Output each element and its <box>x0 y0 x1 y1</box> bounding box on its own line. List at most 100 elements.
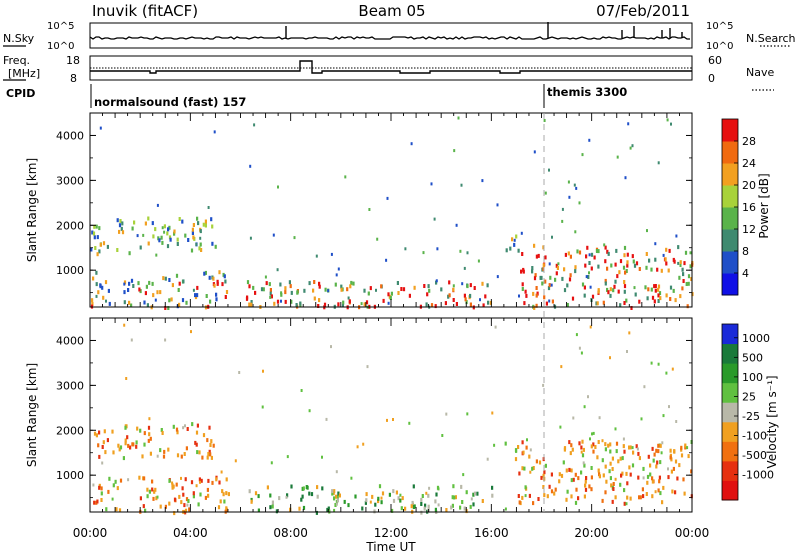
data-cell <box>580 470 583 475</box>
data-cell <box>211 241 214 246</box>
data-cell <box>689 251 692 255</box>
data-cell <box>604 464 607 469</box>
data-cell <box>626 260 629 265</box>
data-cell <box>261 405 264 409</box>
data-cell <box>658 479 661 484</box>
data-cell <box>588 271 590 275</box>
data-cell <box>388 492 391 497</box>
data-cell <box>612 288 615 293</box>
data-cell <box>626 495 629 500</box>
data-cell <box>602 300 605 305</box>
data-cell <box>580 450 583 454</box>
data-cell <box>93 224 96 229</box>
data-cell <box>555 263 558 268</box>
data-cell <box>196 285 199 290</box>
data-cell <box>410 142 413 146</box>
data-cell <box>472 492 475 497</box>
data-cell <box>183 452 186 456</box>
data-cell <box>111 429 114 434</box>
data-cell <box>127 478 130 482</box>
colorbar-segment <box>722 363 738 384</box>
data-cell <box>197 221 200 226</box>
data-cell <box>524 289 527 294</box>
data-cell <box>354 494 357 499</box>
freq-right-tick-bottom: 0 <box>708 72 715 85</box>
frequency-trace <box>90 60 692 74</box>
data-cell <box>561 219 564 223</box>
data-cell <box>680 453 684 458</box>
data-cell <box>561 276 564 281</box>
data-cell <box>423 284 426 288</box>
data-cell <box>131 226 134 231</box>
data-cell <box>400 287 403 291</box>
data-cell <box>176 453 180 458</box>
data-cell <box>653 284 656 289</box>
data-cell <box>321 486 324 491</box>
data-cell <box>327 506 330 511</box>
data-cell <box>544 463 547 468</box>
data-cell <box>554 277 557 282</box>
data-cell <box>629 496 632 501</box>
data-cell <box>146 494 149 499</box>
data-cell <box>560 365 563 369</box>
data-cell <box>558 472 561 477</box>
data-cell <box>190 248 194 253</box>
colorbar-tick-label: 1000 <box>742 332 770 345</box>
data-cell <box>260 287 264 292</box>
data-cell <box>521 440 524 445</box>
data-cell <box>491 411 494 415</box>
data-cell <box>290 299 293 304</box>
data-cell <box>469 283 472 288</box>
colorbar-tick-label: 24 <box>742 157 756 170</box>
data-cell <box>660 268 663 273</box>
data-cell <box>173 229 176 234</box>
data-cell <box>606 266 609 271</box>
data-cell <box>606 287 609 292</box>
data-cell <box>185 446 188 451</box>
data-cell <box>588 484 591 489</box>
data-cell <box>464 297 467 302</box>
data-cell <box>106 244 109 249</box>
x-tick-label: 12:00 <box>374 526 409 540</box>
data-cell <box>452 484 455 489</box>
data-cell <box>561 207 564 211</box>
data-cell <box>130 338 133 342</box>
data-cell <box>624 176 627 180</box>
data-cell <box>98 226 101 231</box>
data-cell <box>535 286 538 290</box>
data-cell <box>659 460 662 465</box>
data-cell <box>604 447 607 452</box>
data-cell <box>581 153 584 157</box>
data-cell <box>424 503 427 508</box>
data-cell <box>181 486 184 491</box>
data-cell <box>522 269 525 274</box>
data-cell <box>199 242 202 247</box>
data-cell <box>218 270 221 275</box>
data-cell <box>92 276 95 281</box>
data-cell <box>98 454 101 459</box>
data-cell <box>143 431 146 436</box>
data-cell <box>592 442 595 447</box>
data-cell <box>435 279 438 283</box>
noise-left-tick-bottom: 10^0 <box>47 41 74 52</box>
data-cell <box>568 467 571 472</box>
velocity-data <box>92 323 693 516</box>
station-title: Inuvik (fitACF) <box>92 2 198 20</box>
data-cell <box>298 506 301 511</box>
data-cell <box>420 510 423 515</box>
data-cell <box>623 245 627 250</box>
freq-left-label-1: Freq. <box>3 54 30 67</box>
data-cell <box>566 303 569 307</box>
data-cell <box>674 490 677 495</box>
data-cell <box>156 454 159 458</box>
data-cell <box>676 476 679 481</box>
data-cell <box>430 182 433 186</box>
data-cell <box>448 280 451 285</box>
data-cell <box>657 299 660 303</box>
data-cell <box>218 480 221 485</box>
data-cell <box>198 450 201 455</box>
data-cell <box>201 455 204 460</box>
data-cell <box>225 477 228 482</box>
data-cell <box>146 487 149 492</box>
data-cell <box>207 452 210 456</box>
